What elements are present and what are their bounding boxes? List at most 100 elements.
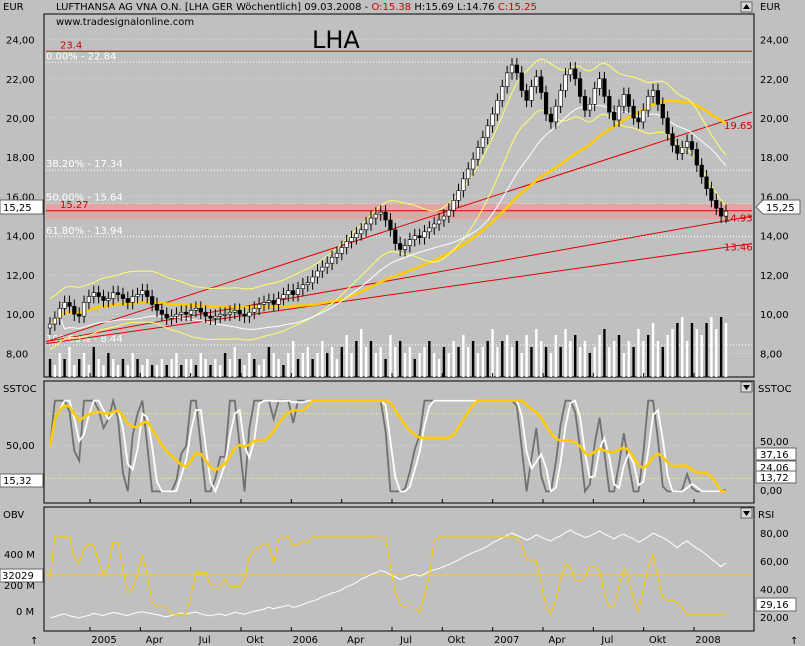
price-bar-body [179,311,184,315]
price-bar-body [72,306,77,315]
obv-tick-0: 0 M [16,607,34,618]
price-bar-body [286,290,291,295]
price-axis-labels: 24,00 24,00 22,00 22,00 20,00 20,00 18,00 18,00… [6,36,789,361]
price-bar-body [534,76,539,87]
price-bar-body [140,290,145,295]
price-bar-body [334,253,340,258]
volume-bar [53,365,57,377]
volume-bar [428,341,431,377]
volume-bar [398,341,402,377]
volume-bar [257,365,261,377]
ma-upper-band [49,58,727,299]
volume-bar [345,335,348,377]
price-tick-right: 8,00 [760,349,782,360]
volume-bar [126,365,130,377]
price-bar-body [101,296,106,301]
volume-bar [68,347,71,377]
price-bar-body [597,78,602,89]
trendline-label: 13.46 [724,242,753,253]
price-bar-body [665,117,670,134]
volume-bar [515,341,519,377]
sstoc-panel [43,380,755,504]
x-axis-label: 2007 [494,635,519,646]
price-bar-body [237,309,242,315]
volume-bar [360,329,363,377]
rsi-right-value: 29,16 [760,600,789,611]
price-bar-body [164,313,169,319]
trendline [45,215,753,343]
left-arrow-icon[interactable]: ↑ [30,636,38,646]
volume-bar [379,347,382,377]
sstoc-left-value: 15,32 [3,476,32,487]
volume-bar [326,353,329,377]
volume-bar [681,317,684,377]
price-bar-body [81,302,87,317]
scroll-down-button-obv[interactable] [740,507,753,519]
price-bar-body [266,300,271,303]
volume-bar [583,341,587,377]
volume-bar [471,341,475,377]
price-bar-body [329,257,335,264]
price-bar-body [150,296,155,305]
volume-bar [433,353,436,377]
obv-left-value: 32029 [2,571,34,582]
price-last-right-value: 15,25 [766,203,795,214]
sstoc-right-value-3: 13,72 [760,473,789,484]
price-bar-body [689,141,695,150]
price-bar-body [247,311,252,317]
price-bar-body [485,125,490,138]
x-axis-label: Apr [548,635,566,646]
volume-bar [219,365,222,377]
volume-bar [121,359,125,377]
price-bar-body [650,90,656,97]
price-bar-body [490,113,495,127]
volume-bar [661,347,664,377]
price-bar-body [174,313,179,317]
volume-bar [715,329,718,377]
price-bar-body [227,311,233,315]
price-bar-body [383,211,388,221]
sstoc-right-value-2: 24,06 [760,463,789,474]
volume-bar [491,329,494,377]
price-bar-body [475,147,481,160]
price-bar-body [461,178,466,191]
sstoc-ytick-right-50: 50,00 [760,437,789,448]
price-bar-body [193,308,198,311]
volume-bar [394,347,397,377]
volume-bar [204,359,207,377]
rsi-line [49,536,726,616]
price-bar-body [378,211,383,215]
price-bar-body [130,296,135,303]
right-arrow-icon[interactable]: ↑ [790,636,798,646]
price-bar-body [218,313,223,317]
price-bar-body [203,311,208,317]
price-bar-body [222,313,228,316]
fib-label: 38.20% - 17.34 [46,159,123,170]
volume-bar [549,353,553,377]
volume-bar [350,353,353,377]
x-axis-labels: 2005 Apr Jul Okt 2006 Apr Jul Okt 2007 Apr Jul Okt 2… [89,373,721,646]
scroll-up-button[interactable] [740,1,753,13]
volume-bar [651,323,655,377]
volume-bar [102,365,105,377]
volume-bar [646,335,650,377]
price-bar-body [558,90,563,107]
volume-bar [184,359,188,377]
trendline-label: 19.65 [724,121,753,132]
volume-bar [622,353,626,377]
volume-bar [112,359,115,377]
volume-bar [291,341,295,377]
website-label: www.tradesignalonline.com [56,17,194,28]
price-tick-right: 24,00 [760,36,789,47]
price-bar-body [723,210,729,217]
volume-bar [525,335,528,377]
price-bar-body [646,96,651,111]
price-bar-body [621,94,626,107]
price-tick-right: 20,00 [760,114,789,125]
volume-bar [578,347,582,377]
scroll-down-button-sstoc[interactable] [740,381,753,393]
volume-bar [418,353,421,377]
x-axis-label: Apr [347,635,365,646]
sstoc-slow-line [48,399,727,493]
price-bar-body [115,292,121,295]
